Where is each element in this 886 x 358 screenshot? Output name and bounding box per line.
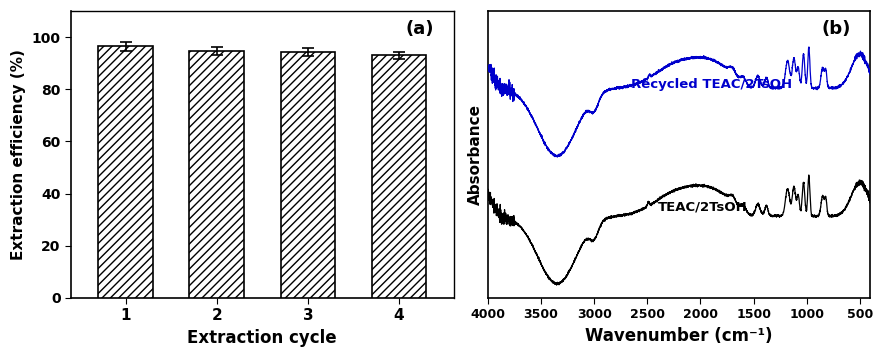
Text: Recycled TEAC/2TsOH: Recycled TEAC/2TsOH [632,78,792,91]
Text: (b): (b) [822,20,851,38]
Bar [281,52,335,298]
Y-axis label: Absorbance: Absorbance [468,104,482,205]
Bar [98,46,153,298]
X-axis label: Wavenumber (cm⁻¹): Wavenumber (cm⁻¹) [586,327,773,345]
Text: TEAC/2TsOH: TEAC/2TsOH [658,201,748,214]
Bar [190,51,245,298]
Text: (a): (a) [406,20,434,38]
X-axis label: Extraction cycle: Extraction cycle [188,329,337,347]
Bar [371,55,426,298]
Y-axis label: Extraction efficiency (%): Extraction efficiency (%) [12,49,26,260]
